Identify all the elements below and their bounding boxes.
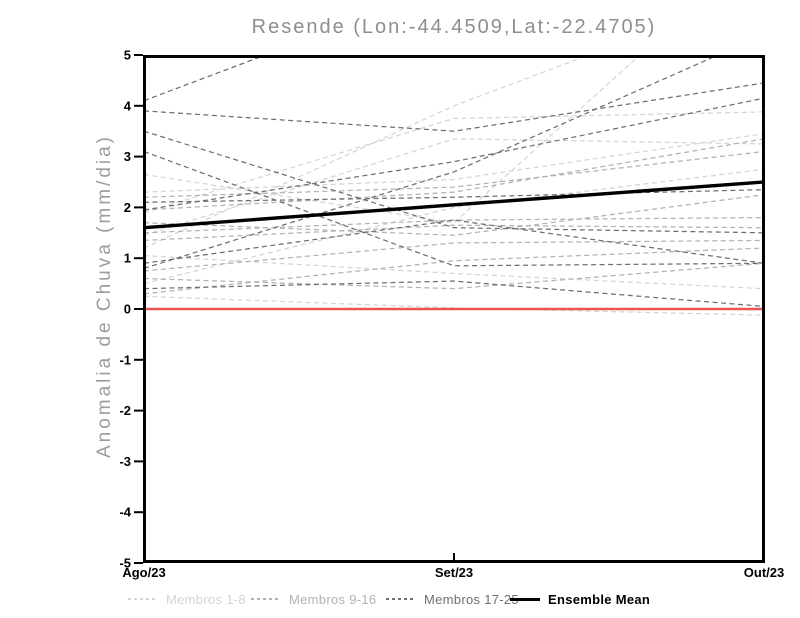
y-tick-label: -2: [119, 403, 131, 418]
member-line: [144, 247, 764, 295]
member-line: [144, 224, 764, 242]
member-line: [144, 194, 764, 236]
member-line: [144, 138, 764, 211]
x-tick-label: Out/23: [744, 565, 784, 580]
y-tick-label: 2: [124, 200, 131, 215]
member-line: [144, 280, 764, 308]
y-tick-label: -4: [119, 505, 131, 520]
member-line: [144, 130, 764, 234]
member-line: [144, 239, 764, 272]
member-line: [144, 56, 640, 224]
x-tick-label: Ago/23: [122, 565, 165, 580]
member-line: [144, 111, 764, 214]
y-tick-label: 4: [124, 98, 132, 113]
y-tick-label: 0: [124, 302, 131, 317]
member-line: [144, 56, 588, 249]
member-line: [144, 219, 764, 264]
ensemble-mean-line: [144, 180, 764, 230]
member-line: [144, 56, 718, 269]
chart-title: Resende (Lon:-44.4509,Lat:-22.4705): [251, 16, 657, 38]
member-line: [144, 133, 764, 193]
member-line: [144, 138, 764, 236]
member-line: [144, 188, 764, 203]
member-line: [144, 97, 764, 211]
y-tick-label: 1: [124, 251, 131, 266]
member-line: [144, 150, 764, 267]
x-tick-label: Set/23: [435, 565, 473, 580]
member-line: [144, 56, 265, 102]
member-line: [144, 168, 764, 285]
member-line: [144, 216, 764, 234]
y-tick-label: -3: [119, 454, 131, 469]
y-tick-label: 5: [124, 48, 131, 63]
y-tick-label: -1: [119, 352, 131, 367]
y-tick-label: 3: [124, 149, 131, 164]
member-line: [144, 262, 764, 290]
member-line: [144, 82, 764, 132]
y-tick-label: -5: [119, 556, 131, 571]
